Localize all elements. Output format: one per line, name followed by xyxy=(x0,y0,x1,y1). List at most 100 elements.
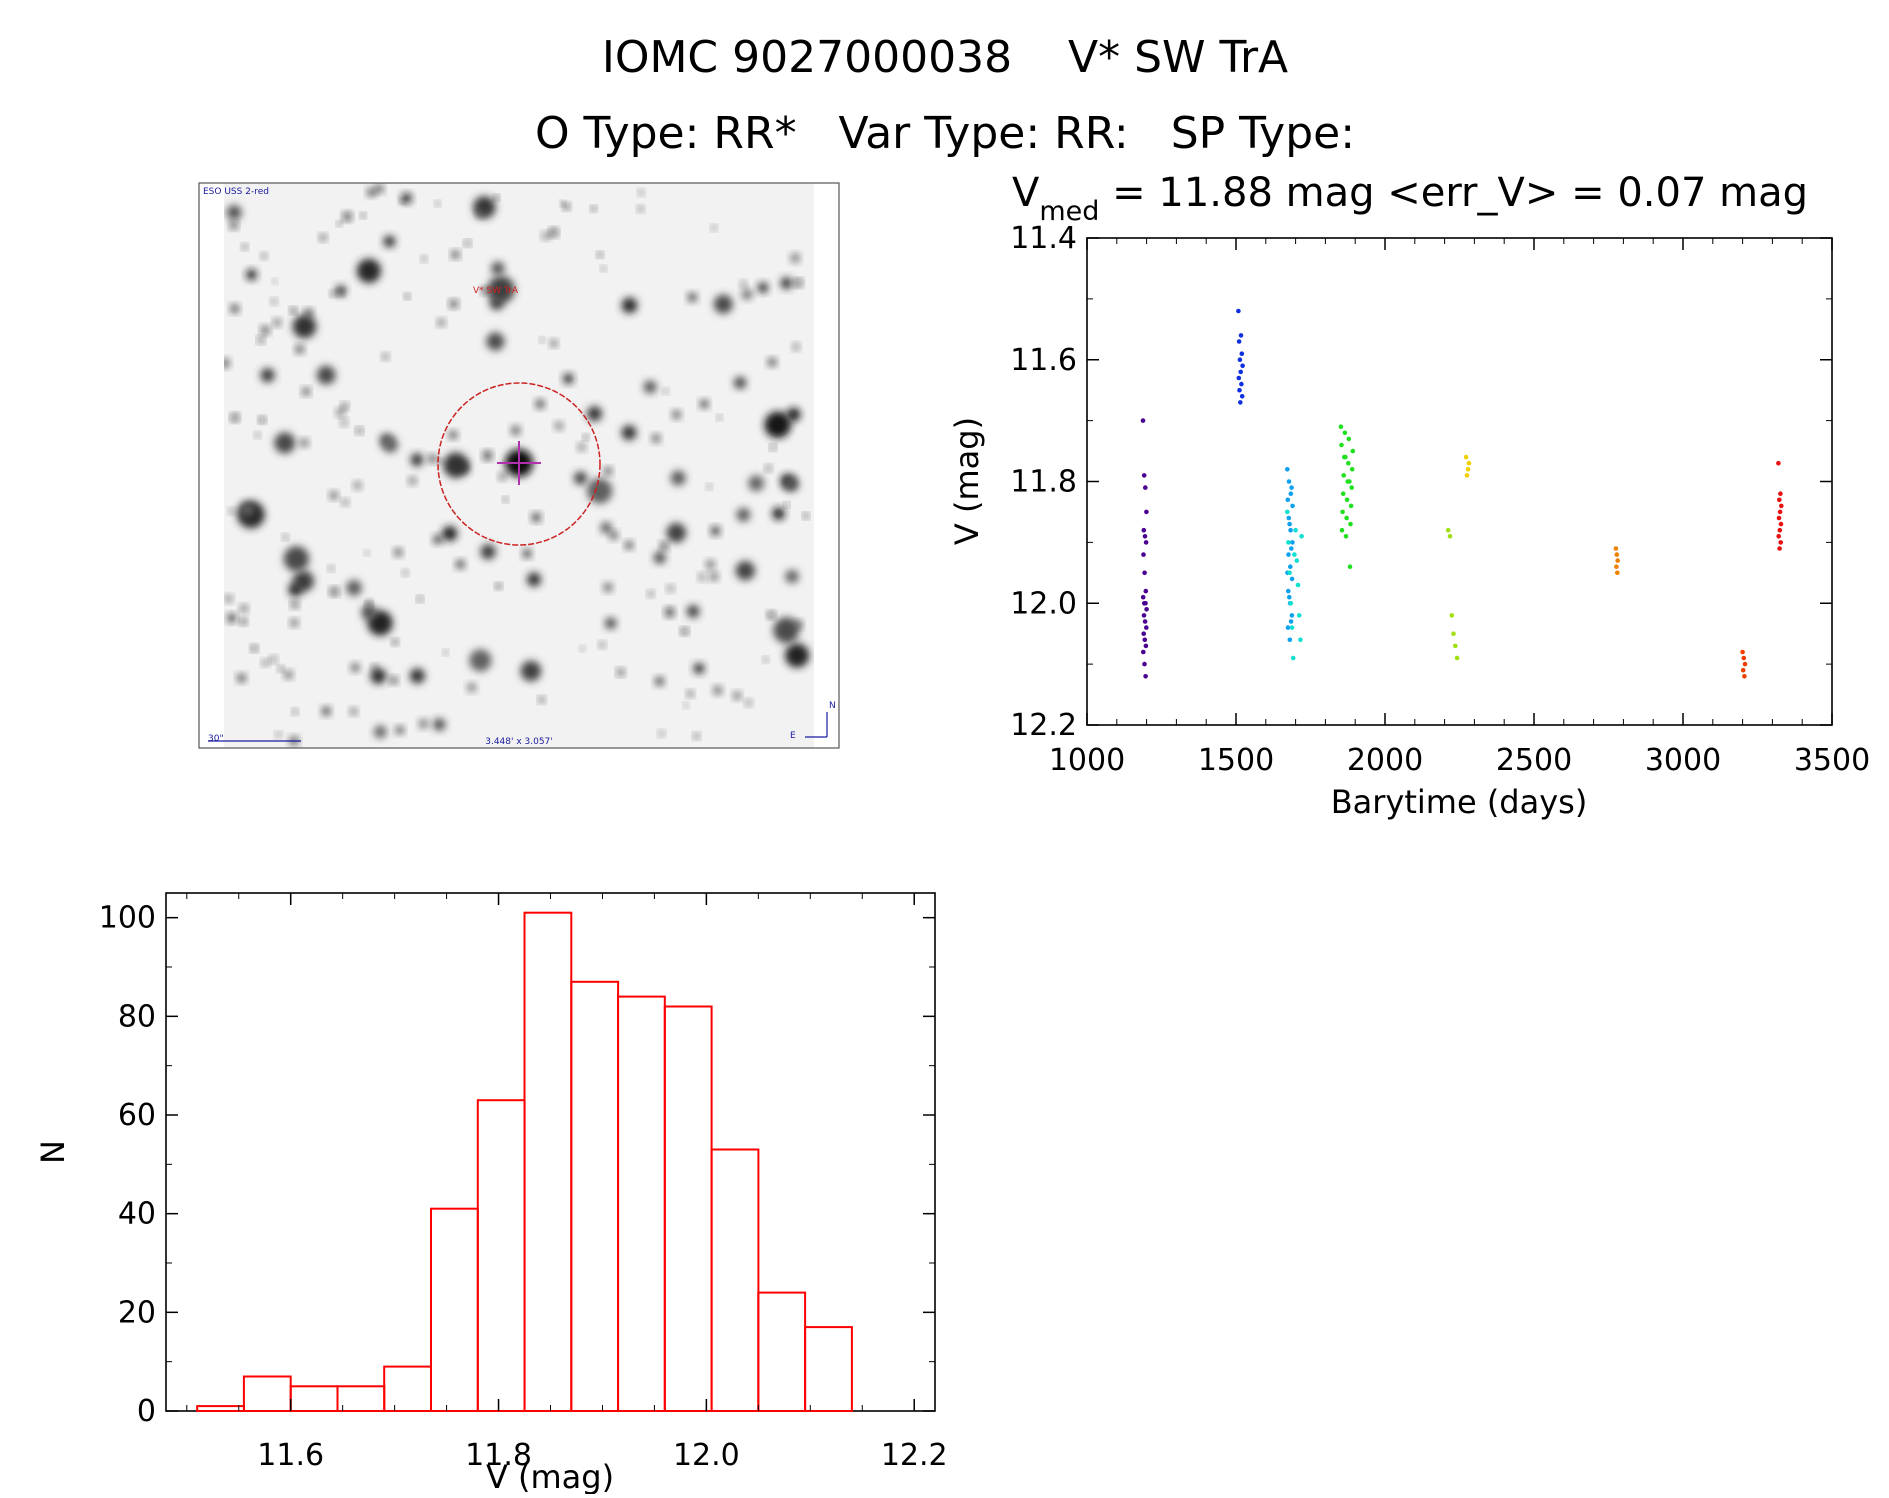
light-curve-point xyxy=(1344,515,1349,521)
star xyxy=(683,703,689,708)
star xyxy=(419,719,428,729)
star xyxy=(231,414,239,422)
star xyxy=(251,645,257,652)
star xyxy=(451,250,460,259)
star xyxy=(638,189,644,195)
star xyxy=(717,415,722,420)
star xyxy=(491,261,505,275)
star xyxy=(288,582,303,597)
figure-subtitle: O Type: RR* Var Type: RR: SP Type: xyxy=(535,108,1355,159)
star xyxy=(617,669,624,676)
figure-title: IOMC 9027000038 V* SW TrA xyxy=(602,32,1288,83)
star xyxy=(400,198,405,204)
star xyxy=(648,591,654,597)
histogram-bar xyxy=(523,911,573,1412)
light-curve-point xyxy=(1742,661,1748,667)
star xyxy=(522,549,532,558)
star xyxy=(499,473,506,480)
star xyxy=(261,253,267,259)
light-curve-point xyxy=(1292,552,1297,557)
light-curve-point xyxy=(1740,649,1745,655)
star xyxy=(489,296,504,311)
light-curve-point xyxy=(1339,442,1344,448)
light-curve-point xyxy=(1286,540,1291,545)
light-curve-title-symbol: V xyxy=(1012,170,1040,216)
star xyxy=(603,583,613,592)
x-tick-label: 12.2 xyxy=(881,1438,948,1473)
x-tick-label: 3500 xyxy=(1794,743,1870,778)
star xyxy=(224,358,230,368)
star xyxy=(496,583,502,589)
light-curve-point xyxy=(1346,436,1352,442)
star xyxy=(382,353,389,360)
star xyxy=(283,546,310,572)
star xyxy=(226,205,242,221)
star xyxy=(255,432,261,438)
star xyxy=(659,731,665,737)
light-curve-point xyxy=(1347,479,1352,484)
star xyxy=(748,475,765,492)
light-curve-point xyxy=(1778,540,1783,545)
star xyxy=(550,228,558,236)
histogram-xlabel: V (mag) xyxy=(486,1458,614,1494)
histogram-bar xyxy=(476,1099,526,1412)
star xyxy=(467,683,476,692)
star xyxy=(604,467,612,475)
star xyxy=(262,659,269,666)
light-curve-point xyxy=(1349,485,1354,490)
light-curve-point xyxy=(1289,546,1294,551)
star xyxy=(316,365,336,385)
y-tick-label: 12.0 xyxy=(1010,586,1077,621)
star xyxy=(707,484,712,489)
star xyxy=(555,422,563,430)
star xyxy=(410,453,424,467)
x-tick-label: 2000 xyxy=(1347,743,1423,778)
histogram-plot-frame xyxy=(165,892,936,1412)
light-curve-point xyxy=(1143,601,1148,606)
star xyxy=(550,340,558,347)
star xyxy=(745,699,752,706)
star xyxy=(328,566,334,571)
light-curve-point xyxy=(1285,467,1290,472)
light-curve-point xyxy=(1615,570,1620,576)
star xyxy=(350,708,357,715)
star xyxy=(342,499,349,506)
y-tick-label: 0 xyxy=(137,1394,156,1429)
star xyxy=(687,690,694,697)
star xyxy=(373,725,387,739)
star xyxy=(304,309,313,317)
star xyxy=(773,617,800,644)
target-finder-circle xyxy=(437,382,601,546)
light-curve-point xyxy=(1463,454,1469,460)
light-curve-point xyxy=(1464,473,1470,478)
x-tick-label: 11.8 xyxy=(465,1438,532,1473)
light-curve-point xyxy=(1141,631,1146,636)
light-curve-point xyxy=(1288,619,1294,624)
light-curve-point xyxy=(1290,503,1295,509)
star xyxy=(230,221,238,229)
north-label: N xyxy=(829,701,836,711)
x-tick-label: 12.0 xyxy=(673,1438,740,1473)
star xyxy=(601,266,606,271)
star xyxy=(259,417,265,423)
star xyxy=(402,570,408,576)
star xyxy=(486,332,505,351)
histogram-bar xyxy=(383,1365,433,1412)
light-curve-point xyxy=(1289,613,1295,618)
star xyxy=(741,289,753,300)
light-curve-point xyxy=(1614,552,1620,557)
star xyxy=(283,534,288,540)
star xyxy=(421,256,427,262)
light-curve-point xyxy=(1144,625,1149,630)
light-curve-point xyxy=(1285,509,1290,515)
star xyxy=(375,184,384,193)
light-curve-point xyxy=(1776,515,1782,521)
light-curve-title-rest: = 11.88 mag <err_V> = 0.07 mag xyxy=(1099,170,1808,216)
light-curve-point xyxy=(1296,613,1302,618)
star xyxy=(487,276,515,304)
star xyxy=(227,613,236,623)
light-curve-point xyxy=(1465,467,1471,472)
star xyxy=(583,435,588,440)
star xyxy=(713,294,733,314)
